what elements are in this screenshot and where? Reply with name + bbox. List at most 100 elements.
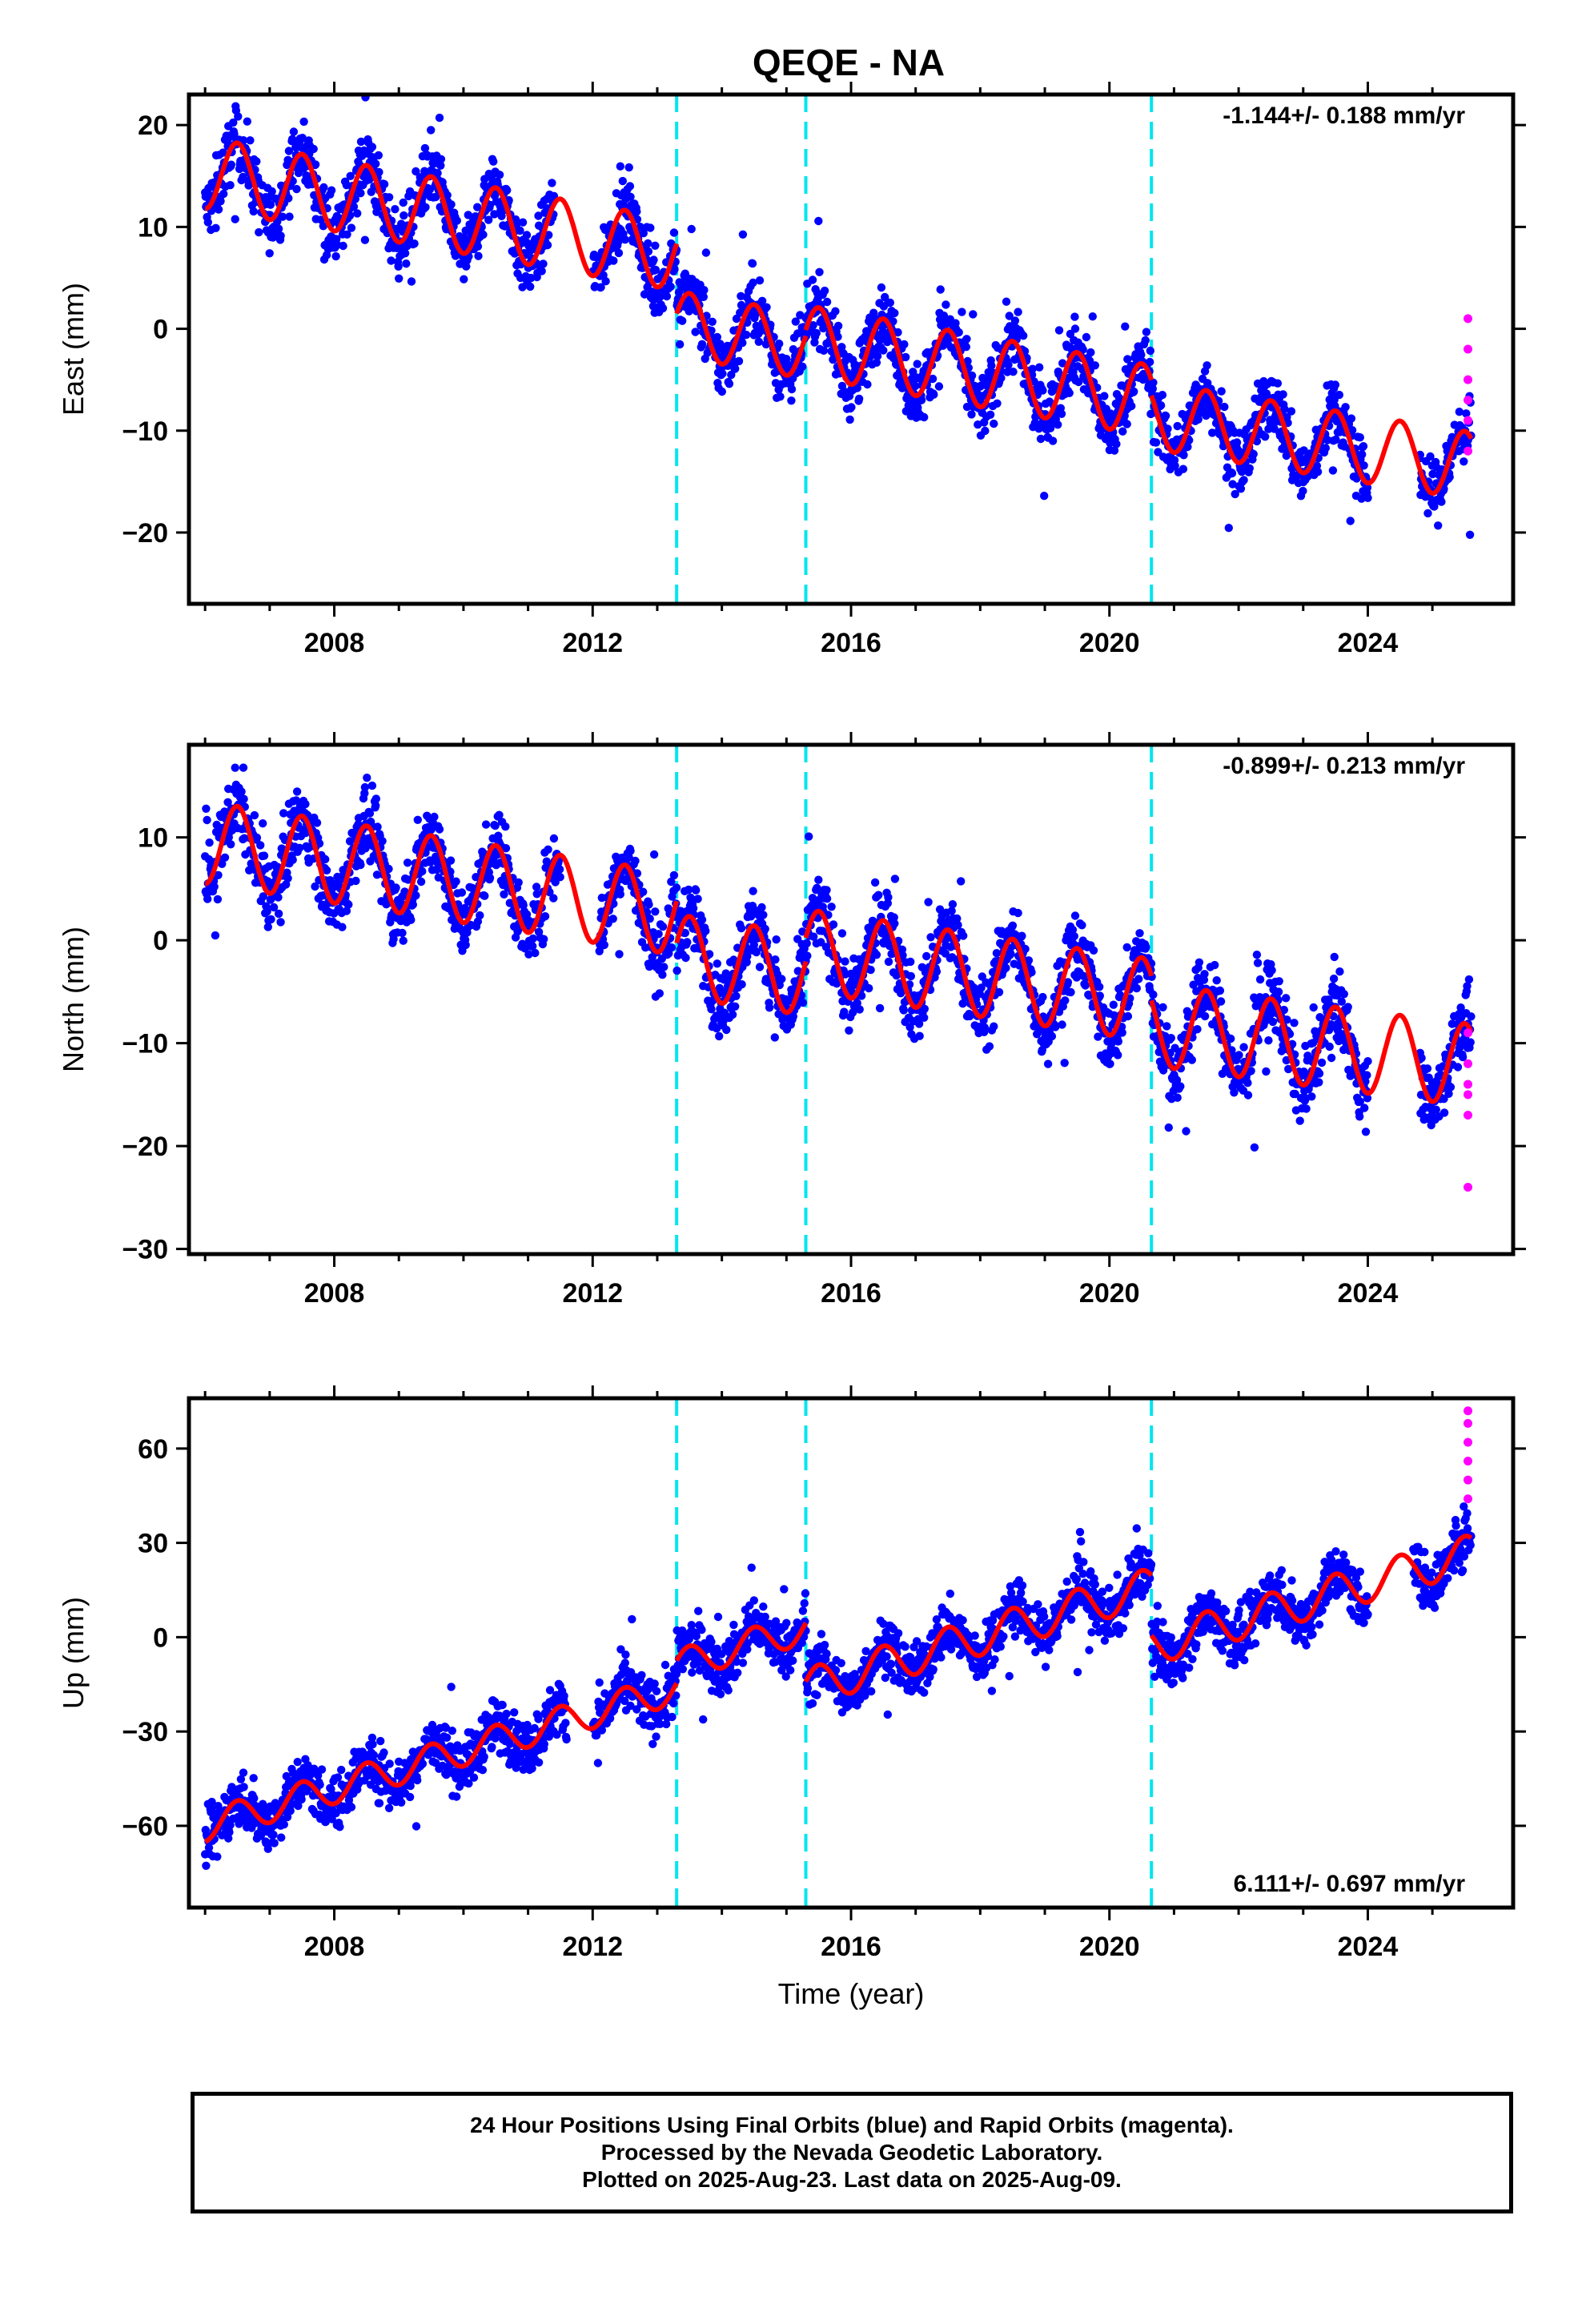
data-point [1148,384,1158,393]
data-point [298,134,307,143]
data-point [697,915,707,924]
data-point [718,369,727,378]
data-point [305,842,314,852]
data-point [473,242,483,251]
data-point [734,356,744,366]
data-point [967,410,976,419]
data-point [1036,434,1046,444]
data-point [1137,350,1146,360]
data-point [1014,308,1022,316]
data-point [1328,466,1338,475]
model-curve [205,140,1474,496]
data-point [1245,464,1255,472]
model-curve [205,803,1474,1104]
data-point [722,1025,731,1035]
data-point [666,282,675,292]
rapid-orbit-points [1464,1028,1473,1192]
data-point [1038,1046,1047,1055]
data-point [274,224,283,233]
data-point [481,820,491,829]
data-point [761,924,769,934]
data-point [1458,1052,1468,1062]
data-point [479,230,488,239]
data-point [1224,524,1234,533]
data-point [837,929,847,938]
data-point [737,923,746,933]
data-point [713,332,721,342]
data-point [809,321,817,330]
data-point [378,837,387,846]
data-point [295,843,304,853]
data-point [601,277,610,286]
data-point [822,895,832,903]
data-point [853,384,861,392]
data-point [407,915,416,924]
data-point [1086,348,1095,357]
data-point [407,277,416,286]
data-point [462,262,471,271]
data-point [873,352,882,360]
data-point [480,891,489,900]
data-point [497,211,506,220]
data-point [1110,446,1119,455]
data-point [365,809,375,818]
data-point [356,189,365,198]
data-point [1234,446,1243,455]
data-point [1054,420,1062,429]
data-point [1284,1064,1293,1074]
data-point [1303,1051,1312,1060]
data-point [1200,1011,1210,1021]
data-point [1130,387,1138,396]
data-point [420,143,430,153]
data-point [220,853,230,862]
data-point [229,118,238,127]
data-point [1417,1053,1426,1063]
data-point [256,841,265,850]
data-point [699,292,708,301]
data-point [705,950,714,959]
data-point [1274,987,1283,996]
data-point [457,888,467,897]
data-point [1355,433,1365,442]
data-point [997,373,1006,383]
data-point [309,144,318,154]
data-point [713,959,721,968]
data-point [274,893,283,902]
data-point [375,167,383,177]
data-point [436,161,445,170]
data-point [616,162,624,171]
data-point [269,903,279,912]
x-tick-label: 2024 [1338,1278,1399,1309]
data-point [239,136,248,145]
rapid-point [1464,396,1473,405]
data-point [684,885,693,895]
data-point [531,948,540,958]
data-point [655,989,664,998]
data-point [1068,925,1078,935]
data-point [624,163,633,172]
data-point [992,949,1002,958]
data-point [651,241,660,250]
data-point [822,297,832,307]
data-point [283,874,292,883]
data-point [691,328,700,336]
data-point [1216,997,1226,1006]
data-point [1058,1020,1066,1029]
data-point [754,337,763,346]
data-point [802,939,811,948]
data-point [1110,1011,1119,1020]
data-point [646,223,655,232]
data-point [865,983,873,993]
data-point [356,860,365,870]
data-point [412,167,420,176]
data-point [990,1022,998,1031]
data-point [700,286,709,295]
data-point [1253,959,1263,967]
data-point [746,912,756,921]
data-point [974,420,982,429]
data-point [503,186,512,195]
data-point [1460,457,1468,466]
data-point [283,155,292,164]
data-point [932,967,942,976]
